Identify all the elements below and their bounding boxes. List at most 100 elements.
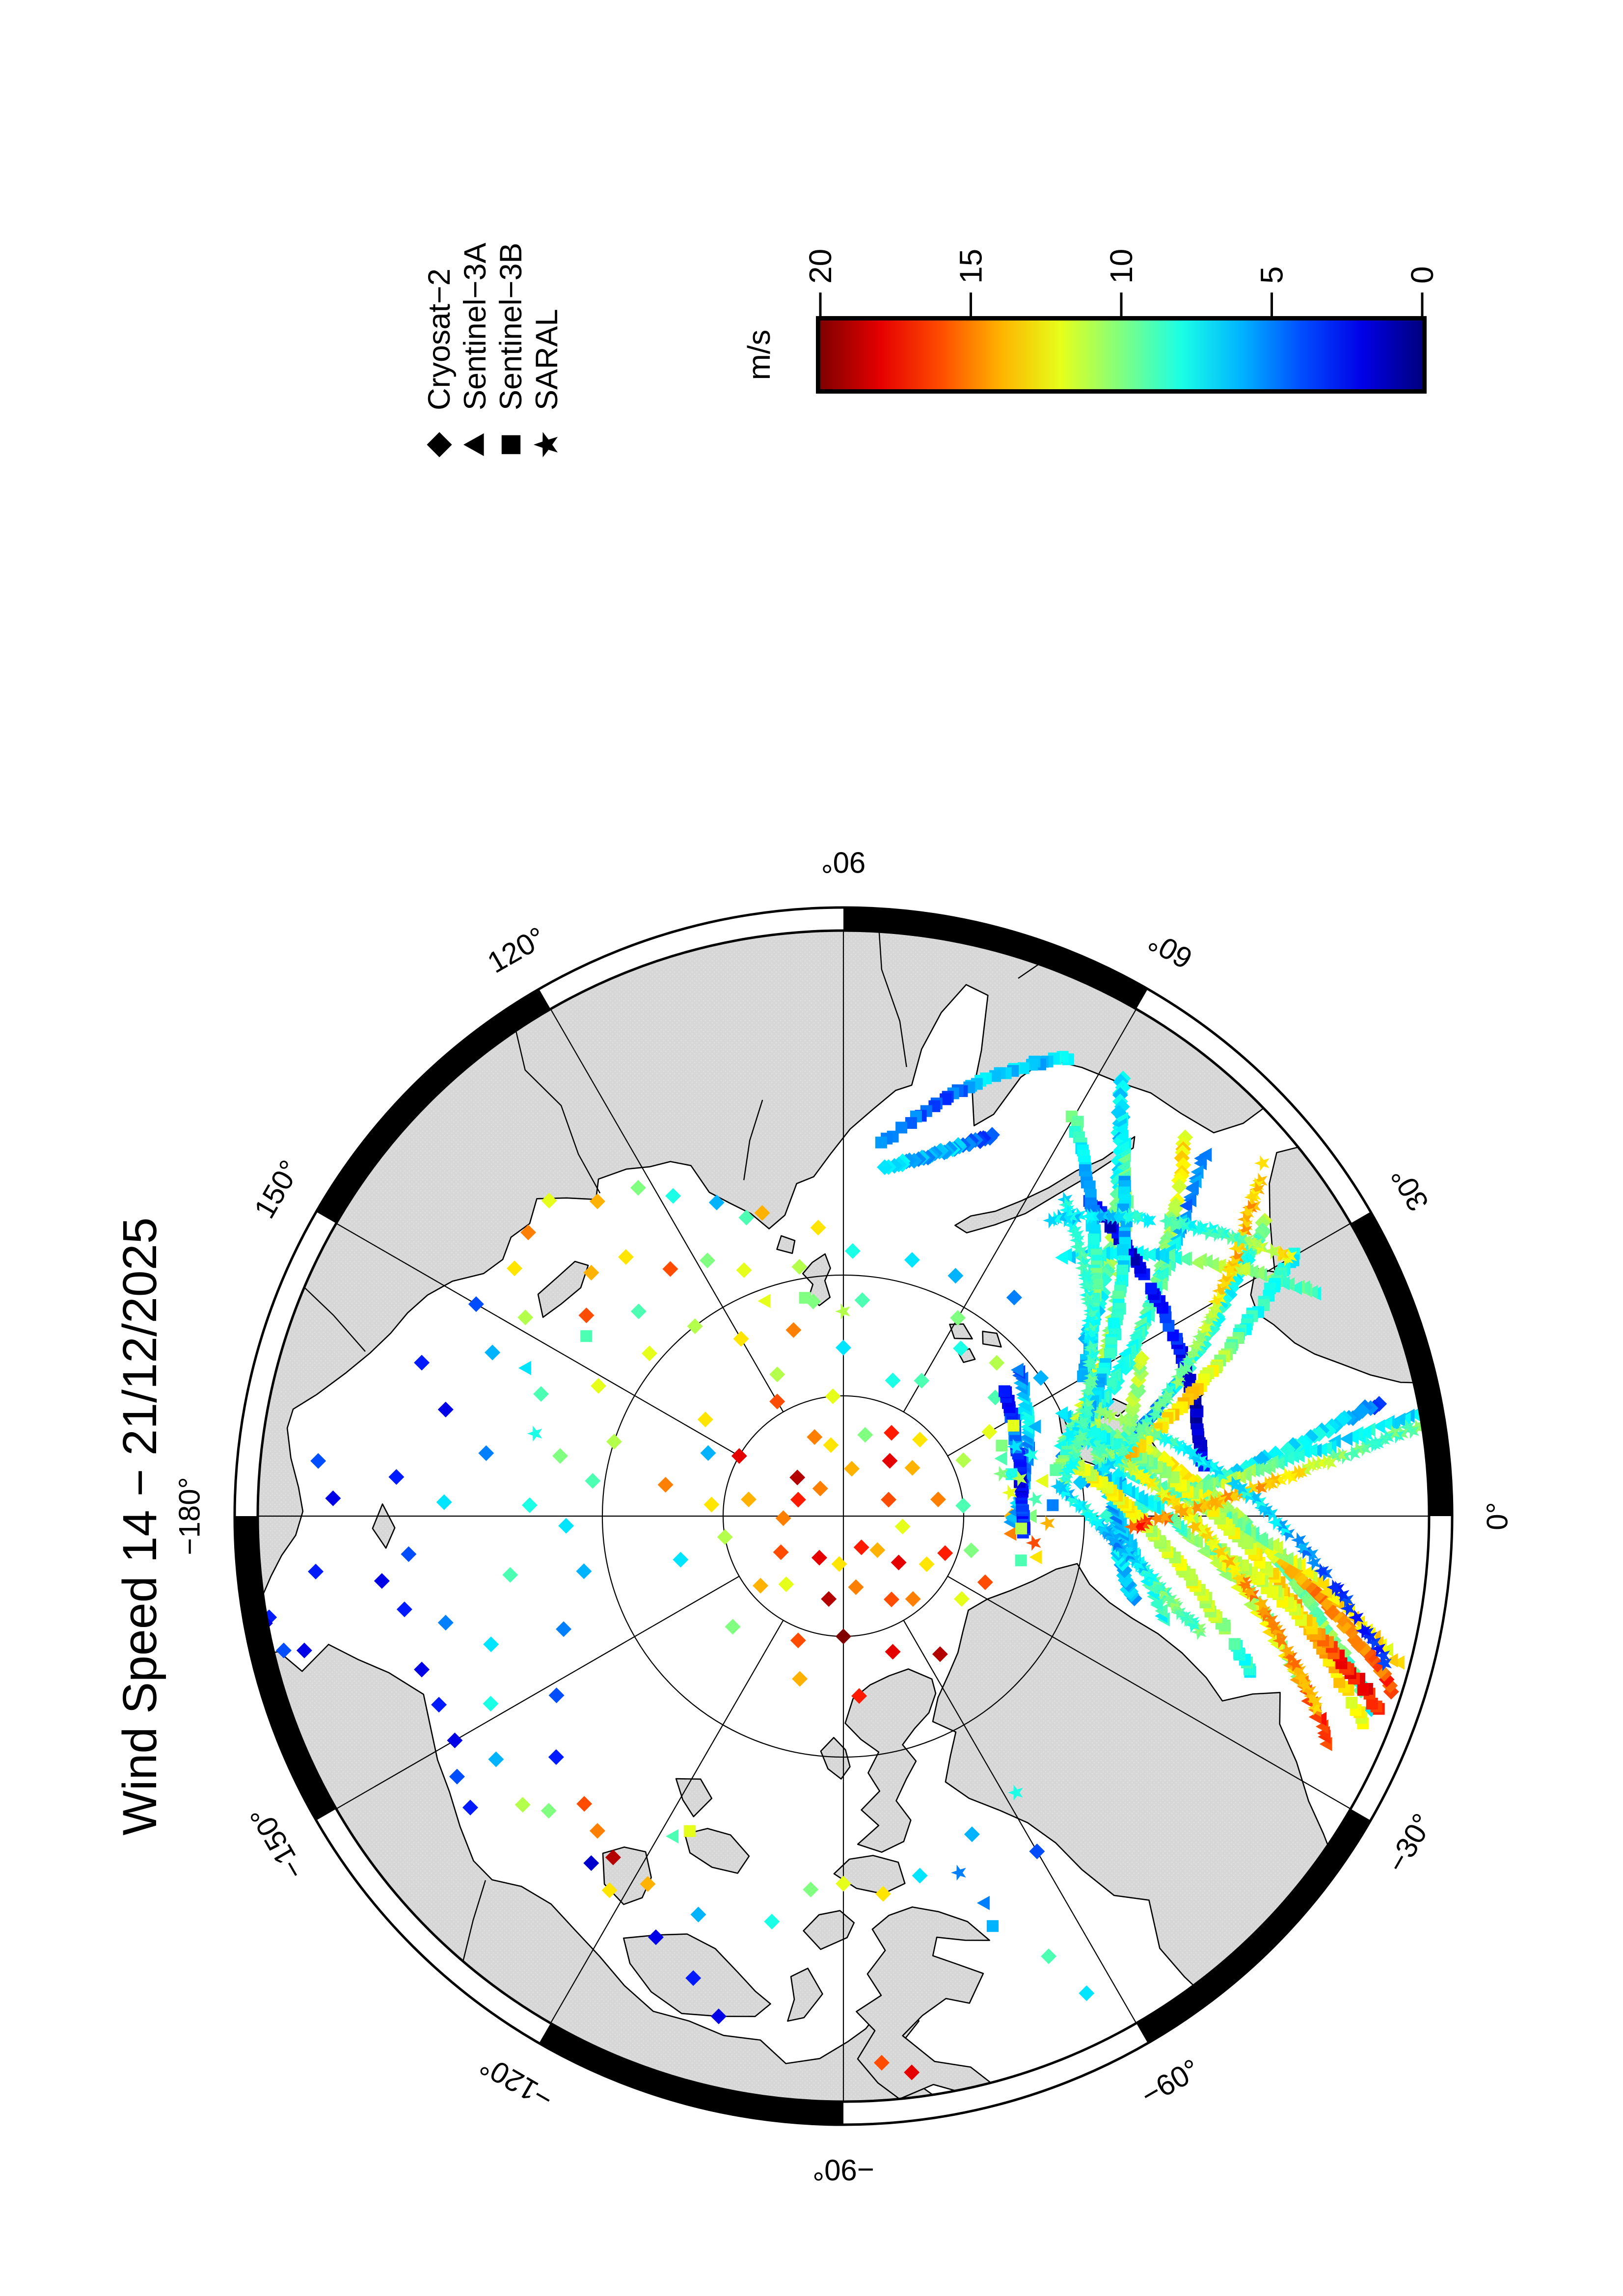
data-point: [518, 1361, 531, 1375]
data-point: [1101, 1457, 1117, 1473]
data-point: [989, 1355, 1005, 1371]
track: [877, 1127, 1000, 1175]
data-point: [1064, 1457, 1079, 1473]
data-point: [703, 1496, 720, 1513]
data-point: [812, 1480, 828, 1496]
meridian-label-0: 0°: [1481, 1502, 1514, 1530]
data-point: [1196, 1324, 1212, 1340]
legend-entry-sentinel-3b: Sentinel−3B: [494, 242, 528, 454]
data-point: [1111, 1209, 1126, 1225]
data-point: [1254, 1155, 1270, 1172]
data-point: [1170, 1604, 1186, 1621]
data-point: [769, 1366, 785, 1383]
frame-arc: [539, 2023, 843, 2125]
data-point: [1110, 1438, 1123, 1450]
data-point: [1273, 1548, 1287, 1562]
data-point: [488, 1751, 504, 1767]
data-point: [905, 1117, 917, 1129]
data-point: [891, 1554, 907, 1571]
data-point: [1267, 1514, 1283, 1530]
data-point: [1377, 1655, 1392, 1672]
data-point: [1212, 1543, 1227, 1560]
data-point: [1199, 1225, 1215, 1241]
data-point: [1307, 1693, 1322, 1709]
river-khatanga: [743, 1099, 763, 1180]
data-point: [1209, 1555, 1222, 1570]
data-point: [1050, 1478, 1066, 1495]
data-point: [1088, 1428, 1101, 1440]
data-point: [1238, 1217, 1253, 1233]
data-point: [953, 1340, 969, 1357]
land-wrangel: [372, 1503, 396, 1549]
data-point: [1080, 1383, 1095, 1399]
data-point: [932, 1646, 948, 1662]
data-point: [548, 1687, 565, 1704]
data-point: [1203, 1309, 1218, 1325]
data-point: [1166, 1236, 1180, 1251]
data-point: [1205, 1494, 1220, 1510]
data-point: [1047, 1499, 1059, 1511]
data-point: [1007, 1439, 1022, 1455]
data-point: [1138, 1310, 1151, 1324]
data-point: [1035, 1473, 1048, 1488]
data-point: [1078, 1391, 1093, 1408]
data-point: [1064, 1492, 1079, 1508]
data-point: [1153, 1395, 1168, 1412]
data-point: [1282, 1649, 1298, 1665]
colorbar: m/s 20 15 10 5 0: [741, 249, 1440, 394]
data-point: [1081, 1317, 1097, 1334]
data-point: [1399, 1419, 1415, 1436]
data-point: [1339, 1432, 1352, 1446]
data-point: [851, 1688, 867, 1704]
data-point: [1340, 1600, 1355, 1617]
data-point: [1259, 1476, 1274, 1492]
data-point: [1375, 1647, 1390, 1664]
data-point: [1154, 1584, 1170, 1601]
data-point: [388, 1469, 405, 1485]
data-point: [556, 1621, 572, 1637]
data-point: [700, 1445, 716, 1461]
data-point: [1360, 1436, 1376, 1452]
data-point: [1116, 1264, 1129, 1277]
data-point: [1104, 1530, 1119, 1547]
data-point: [296, 1642, 312, 1658]
data-point: [517, 1309, 534, 1326]
data-point: [848, 1579, 864, 1595]
data-point: [1366, 1698, 1378, 1710]
data-point: [1080, 1396, 1095, 1413]
data-point: [483, 1636, 499, 1653]
legend-label: Sentinel−3A: [458, 242, 492, 410]
data-point: [1128, 1208, 1144, 1225]
data-point: [1238, 1232, 1254, 1249]
frame-outer-circle: [233, 906, 1454, 2126]
data-point: [989, 1070, 1001, 1082]
colorbar-gradient: [820, 320, 1422, 389]
data-point: [325, 1490, 341, 1506]
data-point: [1278, 1251, 1294, 1267]
data-point: [1244, 1189, 1259, 1205]
data-points-layer: [258, 1051, 1429, 2081]
data-point: [1188, 1449, 1203, 1466]
data-point: [1216, 1277, 1232, 1293]
graticule: [258, 931, 1429, 2102]
river-kolyma: [303, 1287, 366, 1352]
data-point: [1138, 1212, 1154, 1228]
data-point: [1078, 1404, 1094, 1420]
data-point: [1124, 1435, 1139, 1451]
data-point: [1346, 1697, 1358, 1709]
data-point: [884, 1425, 899, 1441]
data-point: [1291, 1532, 1306, 1548]
colorbar-tick-label: 0: [1405, 266, 1440, 284]
data-point: [1302, 1457, 1318, 1474]
data-point: [904, 1252, 920, 1268]
meridian-120: [550, 1009, 784, 1413]
data-point: [1088, 1233, 1100, 1246]
data-point: [1107, 1535, 1123, 1552]
data-point: [790, 1492, 806, 1508]
data-point: [1287, 1655, 1302, 1672]
data-point: [1258, 1461, 1271, 1475]
data-point: [869, 1542, 886, 1558]
data-point: [648, 1929, 664, 1945]
data-point: [1147, 1426, 1163, 1443]
